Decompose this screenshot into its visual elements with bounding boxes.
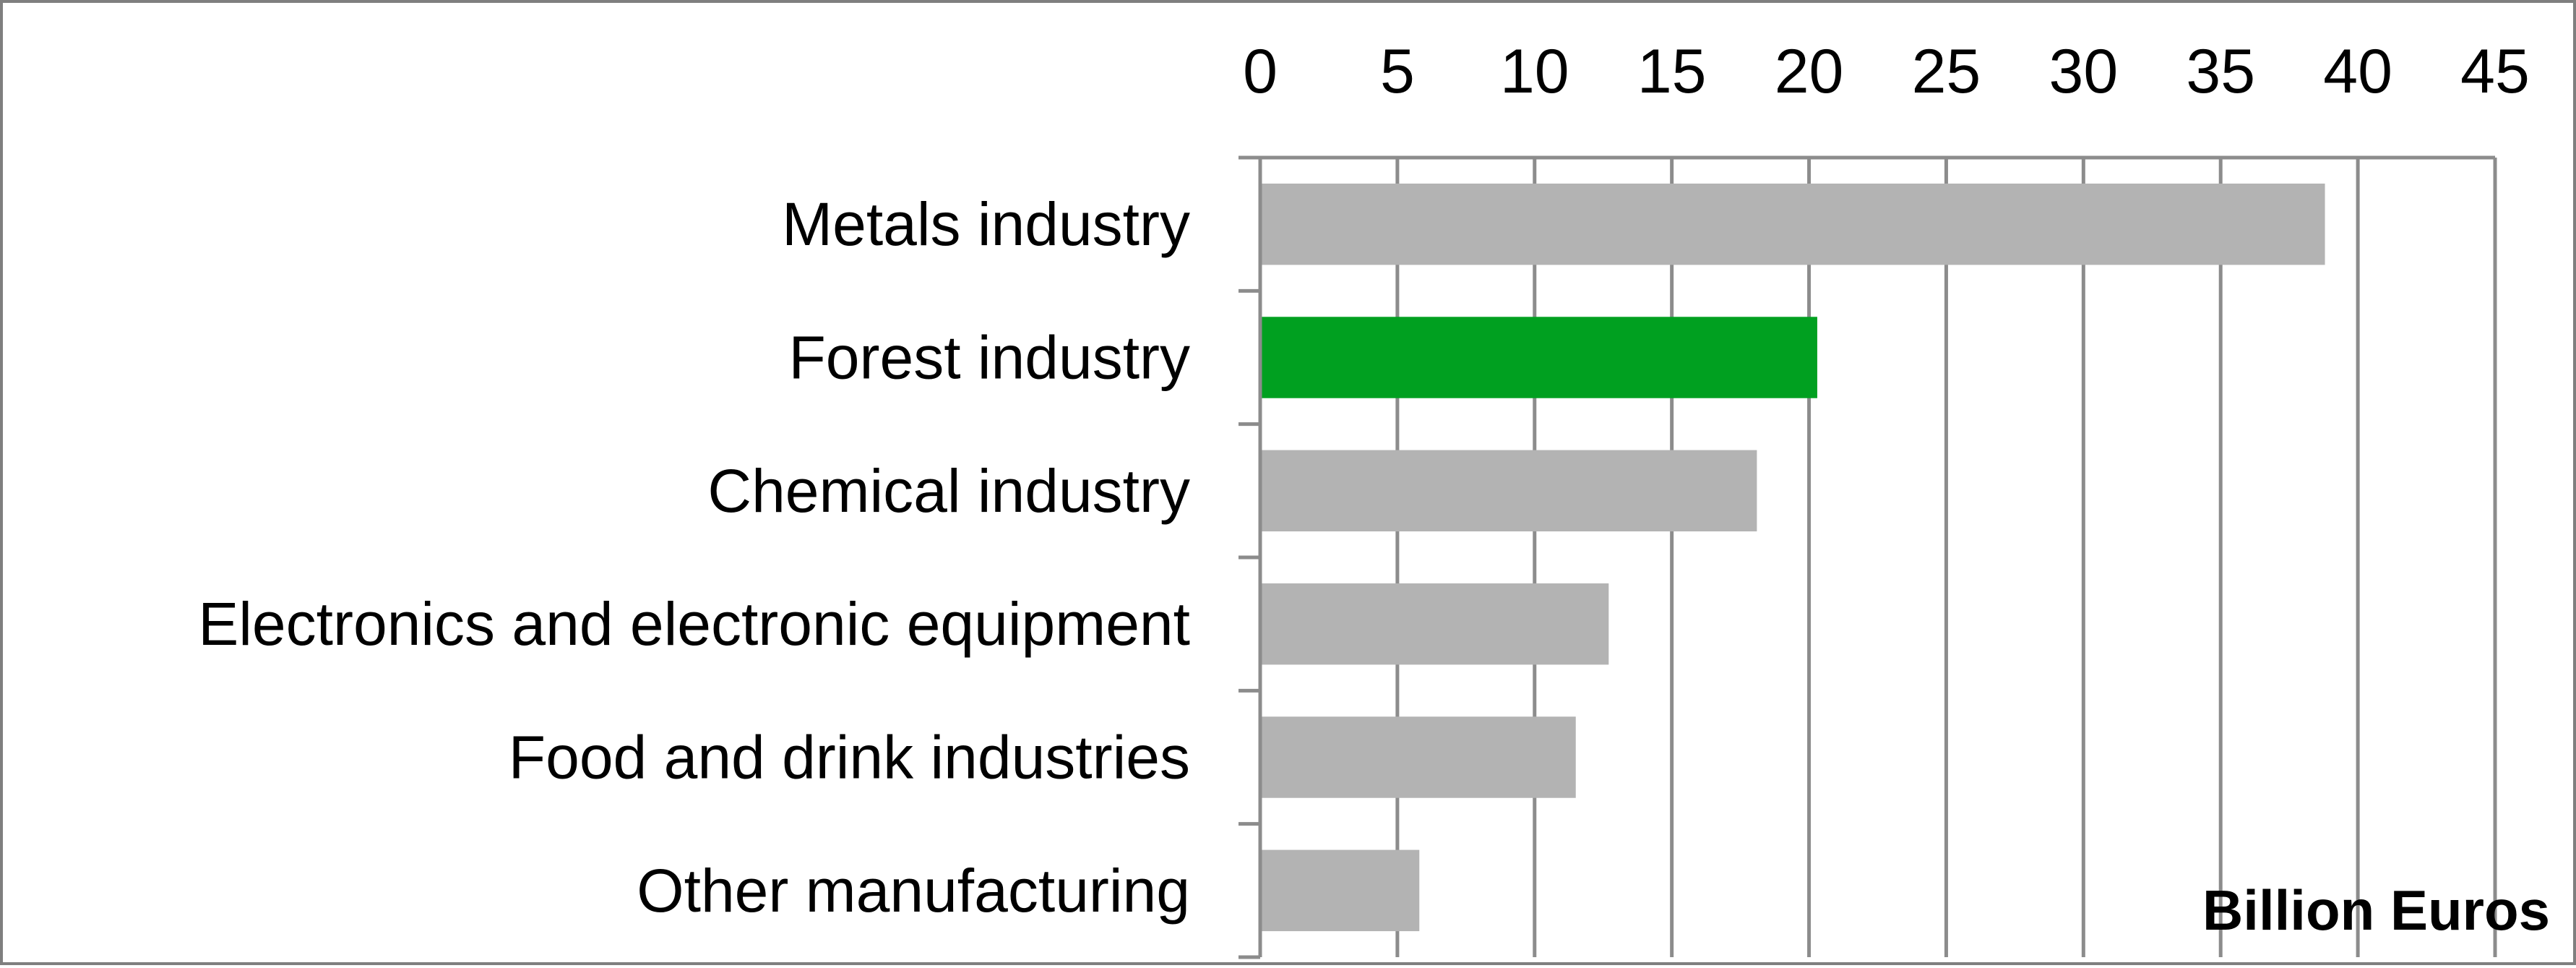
bar-other-manufacturing bbox=[1260, 849, 1420, 932]
x-tick-label-5: 5 bbox=[1380, 37, 1415, 106]
category-label-chemical-industry: Chemical industry bbox=[707, 457, 1190, 525]
x-tick-label-40: 40 bbox=[2323, 37, 2392, 106]
bar-chemical-industry bbox=[1260, 450, 1757, 532]
bar-forest-industry bbox=[1260, 317, 1817, 398]
bar-electronics-and-electronic-equipment bbox=[1260, 583, 1609, 665]
x-tick-label-0: 0 bbox=[1243, 37, 1278, 106]
x-tick-label-30: 30 bbox=[2049, 37, 2118, 106]
category-label-other-manufacturing: Other manufacturing bbox=[637, 857, 1190, 925]
x-tick-label-15: 15 bbox=[1637, 37, 1707, 106]
axis-layer bbox=[1239, 155, 2495, 959]
bar-food-and-drink-industries bbox=[1260, 716, 1576, 798]
unit-label: Billion Euros bbox=[2202, 878, 2550, 942]
x-tick-label-35: 35 bbox=[2186, 37, 2255, 106]
x-tick-label-20: 20 bbox=[1775, 37, 1844, 106]
label-layer: 0 5 10 15 20 25 30 35 40 45 Metals industry Forest … bbox=[198, 37, 2530, 925]
x-tick-label-25: 25 bbox=[1912, 37, 1981, 106]
bar-metals-industry bbox=[1260, 183, 2325, 265]
x-tick-label-10: 10 bbox=[1500, 37, 1569, 106]
category-label-forest-industry: Forest industry bbox=[788, 324, 1190, 392]
x-tick-label-45: 45 bbox=[2460, 37, 2530, 106]
category-label-metals-industry: Metals industry bbox=[782, 190, 1190, 258]
category-label-food-and-drink-industries: Food and drink industries bbox=[509, 724, 1190, 792]
grid-layer bbox=[1395, 158, 2497, 957]
category-label-electronics-and-electronic-equipment: Electronics and electronic equipment bbox=[198, 590, 1190, 658]
bar-chart: 0 5 10 15 20 25 30 35 40 45 Metals industry Forest … bbox=[198, 37, 2550, 959]
bar-layer bbox=[1260, 183, 2325, 932]
